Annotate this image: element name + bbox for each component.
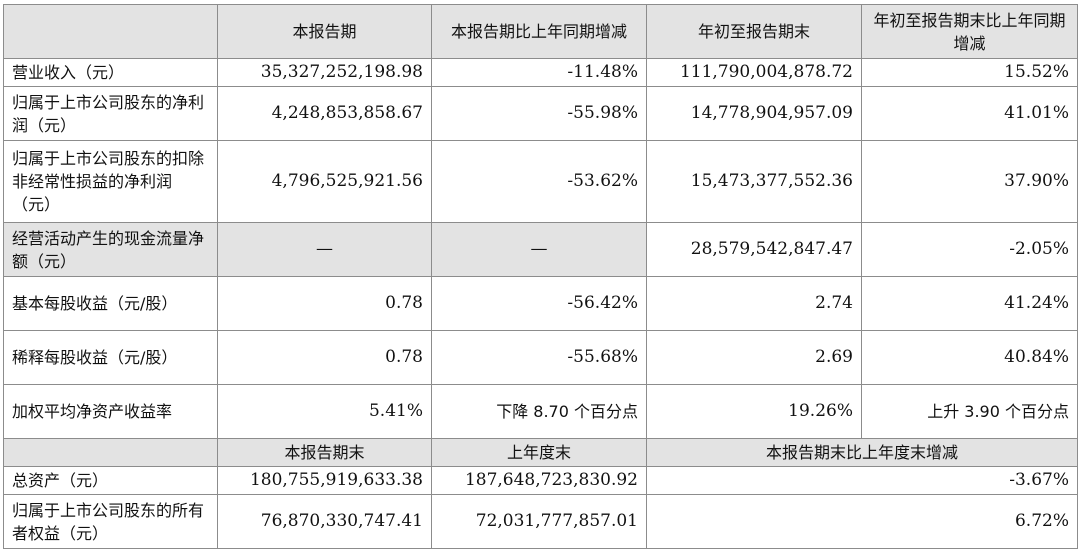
table-row: 营业收入（元） 35,327,252,198.98 -11.48% 111,79… [3, 58, 1078, 87]
table-row: 归属于上市公司股东的所有者权益（元） 76,870,330,747.41 72,… [3, 494, 1078, 549]
row-label: 经营活动产生的现金流量净额（元） [3, 222, 218, 277]
row-label: 总资产（元） [3, 466, 218, 495]
cell-value: 4,796,525,921.56 [217, 140, 432, 223]
cell-value: 41.24% [861, 276, 1078, 331]
cell-value: -55.68% [431, 330, 647, 385]
cell-value: -3.67% [646, 466, 1078, 495]
cell-value: 76,870,330,747.41 [217, 494, 432, 549]
table-row: 归属于上市公司股东的扣除非经常性损益的净利润（元） 4,796,525,921.… [3, 140, 1078, 223]
row-label: 归属于上市公司股东的所有者权益（元） [3, 494, 218, 549]
header-empty-cell [3, 4, 218, 59]
cell-value: -2.05% [861, 222, 1078, 277]
header-prior-year-end: 上年度末 [431, 438, 647, 467]
cell-value: 上升 3.90 个百分点 [861, 384, 1078, 439]
header-row-balance: 本报告期末 上年度末 本报告期末比上年度末增减 [3, 438, 1078, 467]
table-row: 经营活动产生的现金流量净额（元） — — 28,579,542,847.47 -… [3, 222, 1078, 277]
cell-value: 14,778,904,957.09 [646, 86, 862, 141]
financial-summary-table: 本报告期 本报告期比上年同期增减 年初至报告期末 年初至报告期末比上年同期增减 … [3, 4, 1078, 549]
cell-value: -53.62% [431, 140, 647, 223]
cell-value: 37.90% [861, 140, 1078, 223]
cell-value: 41.01% [861, 86, 1078, 141]
row-label: 归属于上市公司股东的扣除非经常性损益的净利润（元） [3, 140, 218, 223]
header-empty-cell [3, 438, 218, 467]
cell-value: 0.78 [217, 276, 432, 331]
table-row: 稀释每股收益（元/股） 0.78 -55.68% 2.69 40.84% [3, 330, 1078, 385]
cell-value: 19.26% [646, 384, 862, 439]
row-label: 归属于上市公司股东的净利润（元） [3, 86, 218, 141]
table-row: 总资产（元） 180,755,919,633.38 187,648,723,83… [3, 466, 1078, 495]
cell-value: 下降 8.70 个百分点 [431, 384, 647, 439]
cell-value: 0.78 [217, 330, 432, 385]
row-label: 稀释每股收益（元/股） [3, 330, 218, 385]
header-row: 本报告期 本报告期比上年同期增减 年初至报告期末 年初至报告期末比上年同期增减 [3, 4, 1078, 59]
cell-value: 15,473,377,552.36 [646, 140, 862, 223]
cell-value: -56.42% [431, 276, 647, 331]
cell-value: 6.72% [646, 494, 1078, 549]
cell-value: 111,790,004,878.72 [646, 58, 862, 87]
header-period-end-change: 本报告期末比上年度末增减 [646, 438, 1078, 467]
table-row: 加权平均净资产收益率 5.41% 下降 8.70 个百分点 19.26% 上升 … [3, 384, 1078, 439]
cell-value: 180,755,919,633.38 [217, 466, 432, 495]
header-ytd-change: 年初至报告期末比上年同期增减 [861, 4, 1078, 59]
cell-value: 4,248,853,858.67 [217, 86, 432, 141]
cell-value: 40.84% [861, 330, 1078, 385]
header-ytd: 年初至报告期末 [646, 4, 862, 59]
header-current-period-change: 本报告期比上年同期增减 [431, 4, 647, 59]
cell-value: 2.69 [646, 330, 862, 385]
cell-value: — [217, 222, 432, 277]
table-row: 基本每股收益（元/股） 0.78 -56.42% 2.74 41.24% [3, 276, 1078, 331]
cell-value: 5.41% [217, 384, 432, 439]
cell-value: 35,327,252,198.98 [217, 58, 432, 87]
cell-value: -55.98% [431, 86, 647, 141]
cell-value: -11.48% [431, 58, 647, 87]
table-row: 归属于上市公司股东的净利润（元） 4,248,853,858.67 -55.98… [3, 86, 1078, 141]
cell-value: 15.52% [861, 58, 1078, 87]
header-current-period: 本报告期 [217, 4, 432, 59]
row-label: 营业收入（元） [3, 58, 218, 87]
cell-value: 28,579,542,847.47 [646, 222, 862, 277]
header-period-end: 本报告期末 [217, 438, 432, 467]
cell-value: 2.74 [646, 276, 862, 331]
cell-value: 72,031,777,857.01 [431, 494, 647, 549]
cell-value: — [431, 222, 647, 277]
row-label: 基本每股收益（元/股） [3, 276, 218, 331]
cell-value: 187,648,723,830.92 [431, 466, 647, 495]
row-label: 加权平均净资产收益率 [3, 384, 218, 439]
